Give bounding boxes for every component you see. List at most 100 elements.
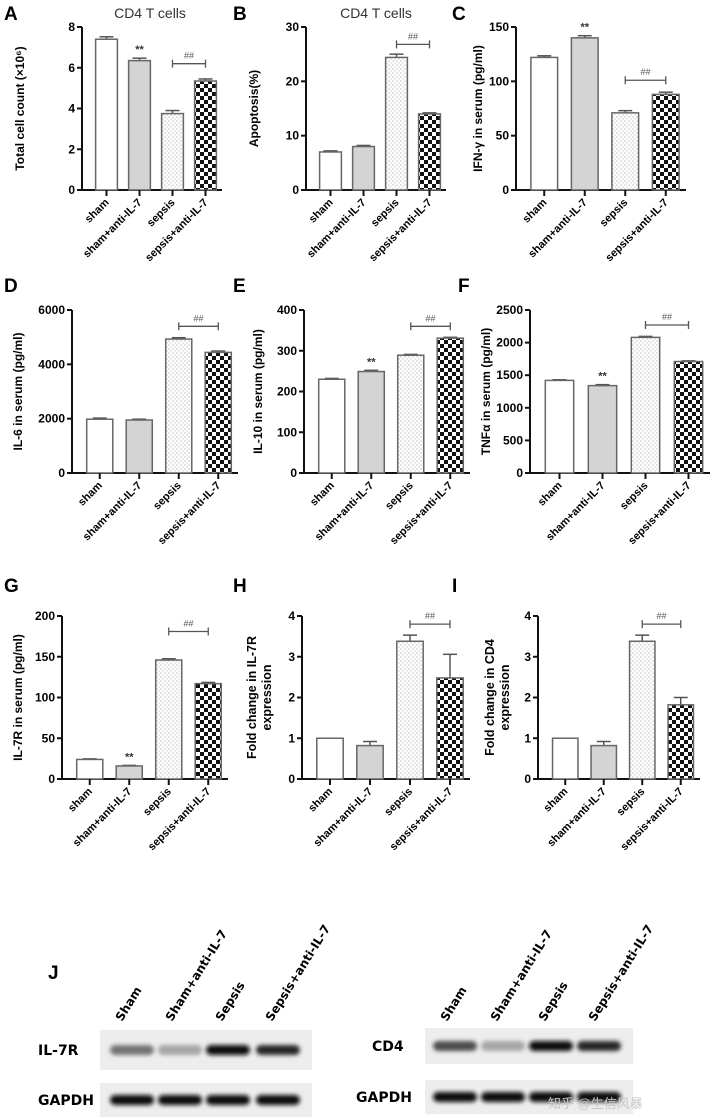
bar-sham — [75, 758, 104, 780]
blot-band — [256, 1045, 300, 1055]
y-axis-label: Fold change in IL-7Rexpression — [245, 636, 274, 759]
bar-sham — [551, 737, 579, 780]
bracket-label: ## — [425, 611, 435, 621]
bar-sham — [316, 737, 344, 780]
blot-band — [158, 1045, 202, 1055]
significance-marker: ** — [580, 22, 589, 34]
x-tick-label: sepsis — [598, 197, 631, 230]
bar-sham-anti-il-7 — [356, 744, 384, 780]
y-tick-label: 1500 — [496, 368, 523, 382]
y-axis-label: IL-10 in serum (pg/ml) — [251, 329, 265, 454]
y-tick-label: 4 — [524, 609, 531, 623]
y-tick-label: 0 — [68, 183, 75, 197]
y-tick-label: 50 — [42, 731, 56, 745]
bracket-label: ## — [656, 611, 666, 621]
x-tick-label: sepsis — [382, 786, 415, 819]
y-tick-label: 6000 — [38, 303, 65, 317]
x-tick-label: sham — [83, 196, 112, 225]
bar-sham-anti-il-7 — [115, 765, 144, 780]
chart-panel-b: B CD4 T cells Apoptosis(%) 0 10 20 30 shamsham+… — [233, 4, 446, 264]
y-tick-label: 10 — [286, 129, 300, 143]
blot-band — [433, 1092, 477, 1102]
x-tick-label: sepsis — [369, 197, 402, 230]
protein-label: IL-7R — [38, 1043, 79, 1059]
y-tick-label: 1 — [524, 731, 531, 745]
chart-panel-h: H Fold change in IL-7Rexpression 0 1 2 3 4 sham… — [233, 576, 470, 853]
y-tick-label: 150 — [489, 20, 509, 34]
y-tick-label: 100 — [277, 425, 297, 439]
y-tick-label: 2 — [68, 142, 75, 156]
y-tick-label: 200 — [35, 609, 55, 623]
panel-letter: C — [452, 4, 466, 25]
bar-sepsis — [384, 56, 409, 191]
bar-sepsis — [160, 112, 185, 191]
bar-sepsis-anti-il-7 — [667, 704, 695, 780]
y-tick-label: 150 — [35, 650, 55, 664]
y-axis-label: IL-7R in serum (pg/ml) — [11, 634, 25, 761]
x-tick-label: sham+anti-IL-7 — [81, 197, 145, 261]
chart-panel-a: A CD4 T cells Total cell count (×10⁶) 0 2 4 6 8… — [4, 4, 222, 264]
blot-band — [206, 1095, 250, 1105]
x-tick-label: sham — [66, 785, 95, 814]
panel-letter: F — [458, 276, 470, 297]
blot-band — [110, 1095, 154, 1105]
y-axis-label: IL-6 in serum (pg/ml) — [11, 332, 25, 450]
bar-sepsis-anti-il-7 — [673, 360, 704, 474]
y-tick-label: 3 — [524, 650, 531, 664]
blot-band — [529, 1092, 573, 1102]
y-tick-label: 0 — [290, 466, 297, 480]
bar-sepsis-anti-il-7 — [436, 677, 464, 780]
bar-sepsis-anti-il-7 — [193, 80, 218, 191]
x-tick-label: sepsis — [383, 480, 416, 513]
lane-label: Sepsis — [536, 979, 571, 1024]
bar-sham — [94, 38, 119, 191]
significance-marker: ** — [598, 371, 607, 383]
x-tick-label: sepsis — [151, 480, 184, 513]
bar-sham-anti-il-7 — [127, 59, 152, 191]
bar-sham — [317, 378, 346, 474]
panel-letter: I — [452, 576, 457, 597]
y-tick-label: 100 — [489, 74, 509, 88]
bar-sepsis-anti-il-7 — [436, 337, 465, 474]
bar-sham-anti-il-7 — [570, 37, 599, 191]
bracket-label: ## — [425, 313, 435, 323]
bar-charts: A CD4 T cells Total cell count (×10⁶) 0 2 4 6 8… — [4, 4, 710, 853]
y-tick-label: 20 — [286, 74, 300, 88]
y-tick-label: 300 — [277, 344, 297, 358]
y-tick-label: 30 — [286, 20, 300, 34]
chart-panel-f: F TNFα in serum (pg/ml) 0 500 1000 1500 2000 25… — [458, 276, 710, 547]
x-tick-label: sepsis — [145, 197, 178, 230]
panel-letter: A — [4, 4, 18, 25]
bar-sham-anti-il-7 — [590, 744, 618, 780]
chart-panel-e: E IL-10 in serum (pg/ml) 0 100 200 300 400 sham… — [233, 276, 470, 547]
y-tick-label: 6 — [68, 61, 75, 75]
y-tick-label: 8 — [68, 20, 75, 34]
y-tick-label: 2 — [524, 691, 531, 705]
y-axis-label: Fold change in CD4expression — [483, 639, 512, 756]
significance-marker: ** — [125, 751, 134, 763]
bracket-label: ## — [662, 312, 672, 322]
y-axis-label: Apoptosis(%) — [247, 70, 261, 147]
y-tick-label: 400 — [277, 303, 297, 317]
bar-sham — [85, 418, 114, 474]
chart-title: CD4 T cells — [114, 5, 186, 21]
protein-label: GAPDH — [356, 1090, 412, 1106]
x-tick-label: sepsis — [615, 786, 648, 819]
blot-band — [256, 1095, 300, 1105]
panel-letter: B — [233, 4, 247, 25]
y-tick-label: 4 — [68, 102, 75, 116]
x-tick-label: sepsis+anti-IL-7 — [143, 197, 210, 264]
bar-sham — [544, 379, 575, 474]
y-tick-label: 4 — [288, 609, 295, 623]
bar-sham — [318, 151, 343, 191]
y-tick-label: 2000 — [496, 336, 523, 350]
lane-label: Sepsis — [213, 979, 248, 1024]
x-tick-label: sham — [521, 196, 550, 225]
bar-sepsis-anti-il-7 — [651, 93, 680, 191]
